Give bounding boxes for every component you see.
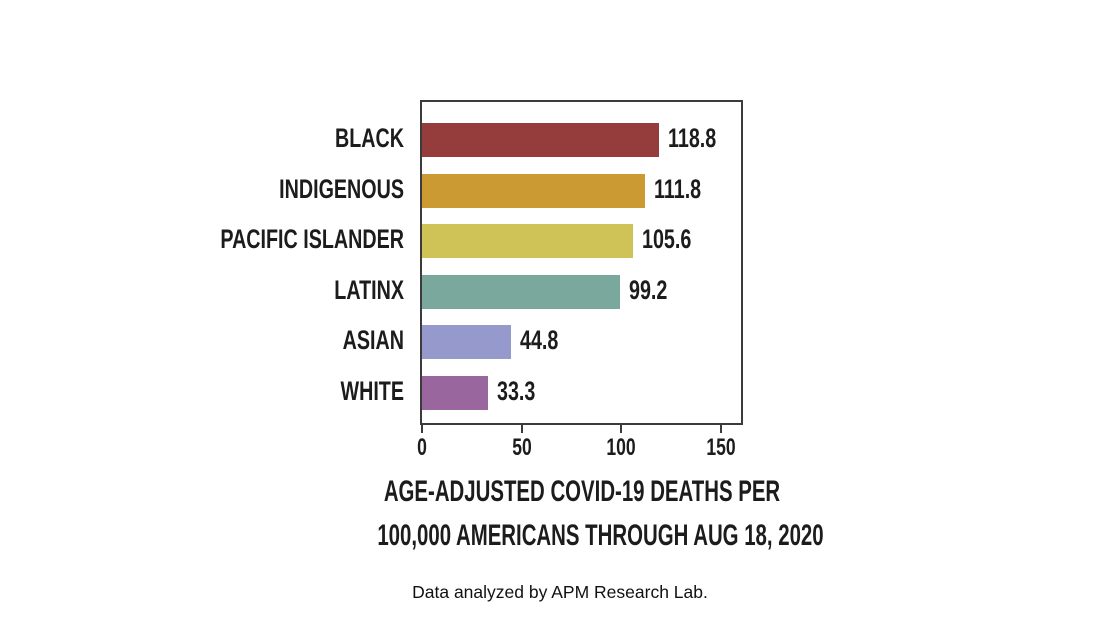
bar-pacific-islander bbox=[422, 224, 633, 259]
value-label-latinx: 99.2 bbox=[628, 274, 668, 305]
category-label-asian: ASIAN bbox=[342, 325, 404, 356]
x-tick-label-50: 50 bbox=[511, 434, 532, 461]
bar-latinx bbox=[422, 274, 620, 309]
category-label-latinx: LATINX bbox=[334, 274, 404, 305]
bar-white bbox=[422, 376, 489, 410]
category-label-pacific-islander: PACIFIC ISLANDER bbox=[220, 224, 404, 255]
x-tick-label-0: 0 bbox=[417, 434, 427, 461]
value-label-asian: 44.8 bbox=[520, 325, 559, 356]
x-tick-100 bbox=[620, 425, 623, 433]
category-label-black: BLACK bbox=[335, 123, 404, 153]
plot-area bbox=[420, 100, 743, 433]
x-tick-150 bbox=[720, 425, 723, 433]
category-label-indigenous: INDIGENOUS bbox=[279, 173, 404, 204]
bar-indigenous bbox=[422, 173, 645, 208]
value-label-indigenous: 111.8 bbox=[653, 173, 702, 204]
credit-text: Data analyzed by APM Research Lab. bbox=[412, 582, 708, 602]
x-axis-title-line2: 100,000 AMERICANS THROUGH AUG 18, 2020 bbox=[377, 519, 824, 552]
bar-black bbox=[422, 123, 659, 157]
x-tick-0 bbox=[421, 425, 423, 433]
x-tick-label-150: 150 bbox=[706, 434, 736, 461]
x-tick-50 bbox=[520, 425, 523, 433]
x-axis-title-line1: AGE-ADJUSTED COVID-19 DEATHS PER bbox=[383, 475, 781, 508]
category-label-white: WHITE bbox=[340, 376, 404, 406]
x-tick-label-100: 100 bbox=[606, 434, 636, 461]
value-label-pacific-islander: 105.6 bbox=[641, 224, 691, 255]
value-label-black: 118.8 bbox=[667, 123, 717, 153]
value-label-white: 33.3 bbox=[497, 376, 536, 406]
x-axis-title: AGE-ADJUSTED COVID-19 DEATHS PER 100,000… bbox=[377, 470, 824, 558]
bar-asian bbox=[422, 325, 512, 360]
